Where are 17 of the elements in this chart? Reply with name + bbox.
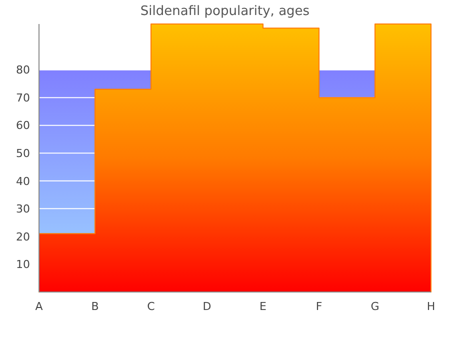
- x-tick-label: G: [370, 300, 380, 313]
- y-tick-label: 20: [16, 230, 30, 244]
- y-tick-label: 30: [16, 202, 30, 216]
- y-tick-label: 60: [16, 119, 30, 132]
- chart-title: Sildenafil popularity, ages: [140, 4, 310, 19]
- y-tick-label: 10: [16, 258, 30, 272]
- x-tick-label: C: [147, 300, 156, 313]
- x-tick-label: D: [202, 300, 212, 313]
- x-tick-label: E: [260, 300, 267, 313]
- y-tick-label: 40: [16, 174, 30, 188]
- x-tick-label: F: [316, 300, 322, 313]
- x-tick-label: H: [426, 300, 436, 313]
- x-tick-label: A: [35, 300, 44, 313]
- x-tick-label: B: [91, 300, 99, 313]
- y-tick-label: 50: [16, 146, 30, 160]
- y-tick-label: 80: [16, 64, 30, 77]
- y-tick-label: 70: [16, 91, 30, 104]
